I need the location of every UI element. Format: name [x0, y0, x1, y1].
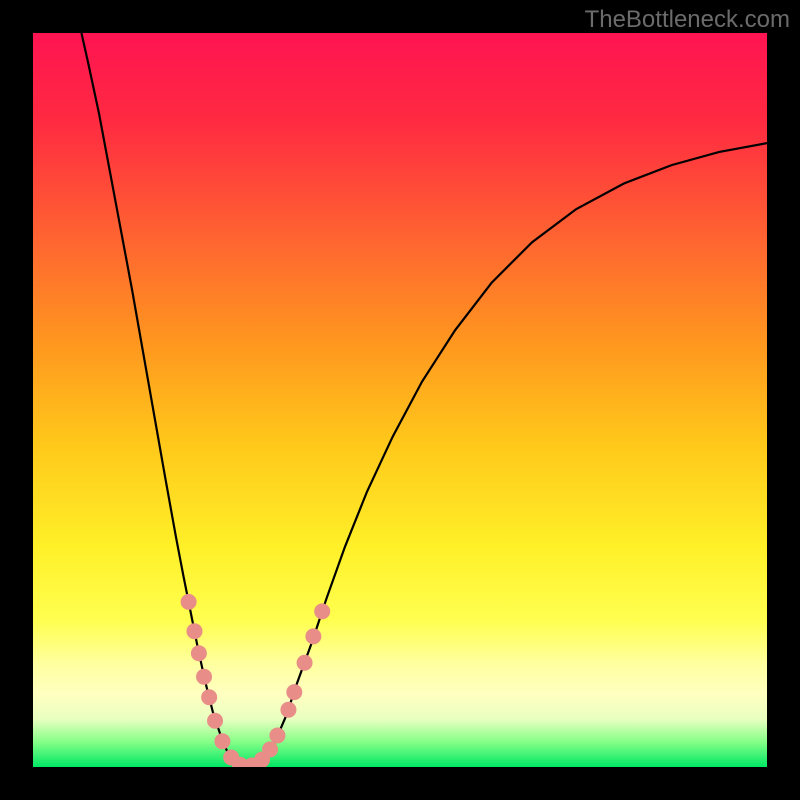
chart-root: TheBottleneck.com: [0, 0, 800, 800]
data-marker: [201, 689, 217, 705]
data-marker: [297, 655, 313, 671]
data-marker: [186, 623, 202, 639]
data-marker: [262, 741, 278, 757]
watermark-text: TheBottleneck.com: [585, 6, 790, 34]
data-marker: [305, 628, 321, 644]
plot-area: [33, 33, 767, 767]
data-marker: [214, 733, 230, 749]
plot-background: [33, 33, 767, 767]
data-marker: [181, 594, 197, 610]
data-marker: [269, 727, 285, 743]
data-marker: [286, 684, 302, 700]
plot-svg: [33, 33, 767, 767]
data-marker: [314, 603, 330, 619]
data-marker: [207, 713, 223, 729]
data-marker: [196, 669, 212, 685]
data-marker: [280, 702, 296, 718]
data-marker: [191, 645, 207, 661]
